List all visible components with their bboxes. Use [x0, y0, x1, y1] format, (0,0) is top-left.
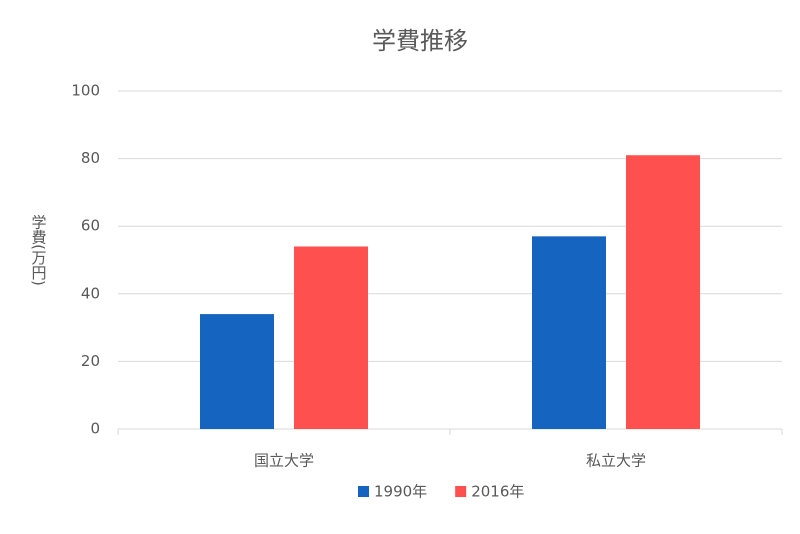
- x-tick-label: 私立大学: [586, 452, 646, 470]
- y-tick-label: 0: [90, 420, 100, 438]
- bar: [200, 314, 274, 429]
- bar: [294, 246, 368, 429]
- legend-swatch: [455, 486, 467, 497]
- legend-label: 2016年: [471, 483, 524, 501]
- bar: [532, 236, 606, 429]
- legend-swatch: [358, 486, 369, 497]
- bar: [626, 155, 700, 429]
- y-tick-label: 100: [71, 82, 100, 100]
- chart-title: 学費推移: [372, 27, 468, 55]
- y-tick-label: 40: [81, 284, 100, 302]
- y-tick-label: 60: [81, 217, 100, 235]
- y-axis-label: 学費(万円): [30, 214, 48, 286]
- y-tick-label: 80: [81, 149, 100, 167]
- x-tick-label: 国立大学: [254, 452, 314, 470]
- y-tick-label: 20: [81, 352, 100, 370]
- legend-label: 1990年: [374, 483, 427, 501]
